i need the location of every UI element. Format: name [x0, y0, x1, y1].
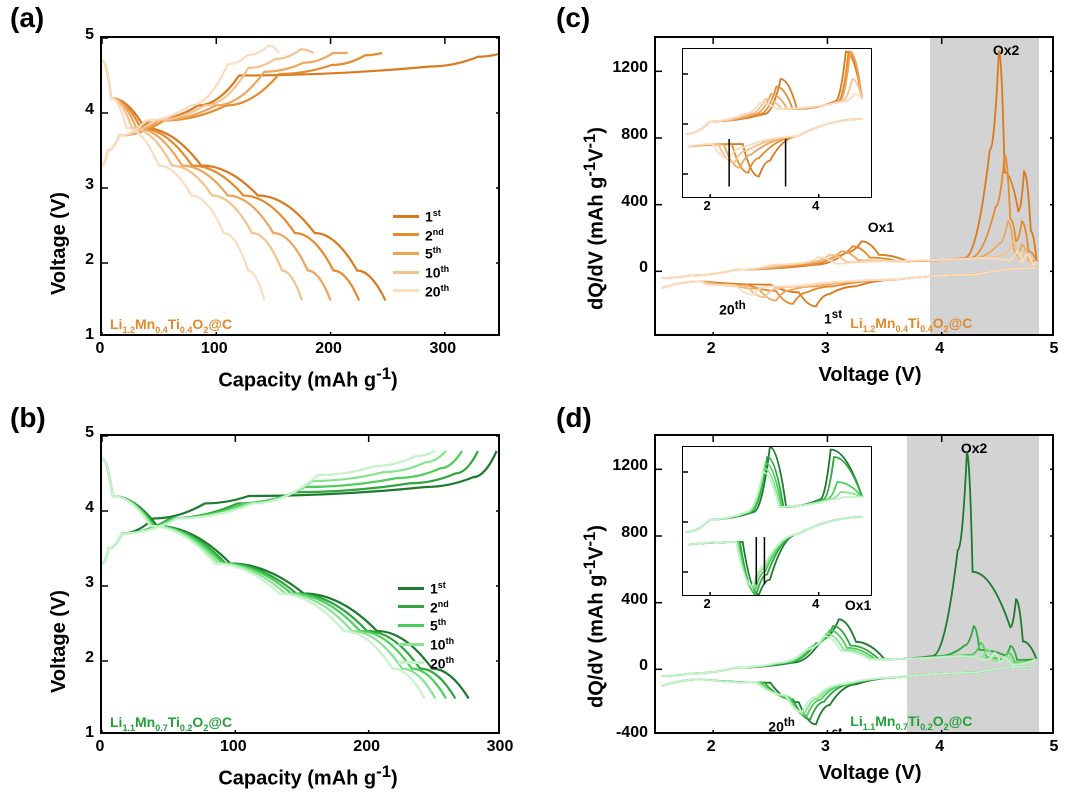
- panel-label-a: (a): [10, 2, 44, 34]
- panel-label-b: (b): [10, 402, 46, 434]
- panel-b-legend: 1st2nd5th10th20th: [398, 578, 454, 673]
- panel-a-legend: 1st2nd5th10th20th: [393, 206, 449, 301]
- panel-b-sample-label: Li1.1Mn0.7Ti0.2O2@C: [110, 714, 232, 733]
- panel-b: Voltage (V) 0100200300 12345 Capacity (m…: [48, 418, 528, 798]
- panel-a-ylabel: Voltage (V): [48, 192, 71, 295]
- panel-d-xlabel: Voltage (V): [800, 762, 940, 785]
- panel-a-sample-label: Li1.2Mn0.4Ti0.4O2@C: [110, 316, 232, 335]
- panel-d-inset-svg: [683, 447, 872, 596]
- panel-b-ylabel: Voltage (V): [48, 590, 71, 693]
- panel-d-ylabel: dQ/dV (mAh g-1V-1): [580, 525, 609, 708]
- panel-c-ylabel: dQ/dV (mAh g-1V-1): [580, 127, 609, 310]
- panel-d-inset: [682, 446, 872, 596]
- panel-d-plot: Ox1 Ox2 1st 20th Li1.1Mn0.7Ti0.2O2@C: [654, 434, 1054, 734]
- panel-c: dQ/dV (mAh g-1V-1) Ox1 Ox2 1st 20th Li1.…: [580, 20, 1080, 400]
- figure-canvas: (a) (b) (c) (d) Voltage (V) 0100200300 1…: [0, 0, 1080, 802]
- panel-b-xlabel: Capacity (mAh g-1): [198, 762, 418, 791]
- panel-a-xlabel: Capacity (mAh g-1): [198, 364, 418, 393]
- panel-c-inset-svg: [683, 49, 872, 198]
- panel-c-plot: Ox1 Ox2 1st 20th Li1.2Mn0.4Ti0.4O2@C: [654, 36, 1054, 336]
- panel-c-inset: [682, 48, 872, 198]
- panel-a: Voltage (V) 0100200300 12345 Capacity (m…: [48, 20, 528, 400]
- panel-d: dQ/dV (mAh g-1V-1) Ox1 Ox2 1st 20th Li1.…: [580, 418, 1080, 798]
- panel-c-xlabel: Voltage (V): [800, 364, 940, 387]
